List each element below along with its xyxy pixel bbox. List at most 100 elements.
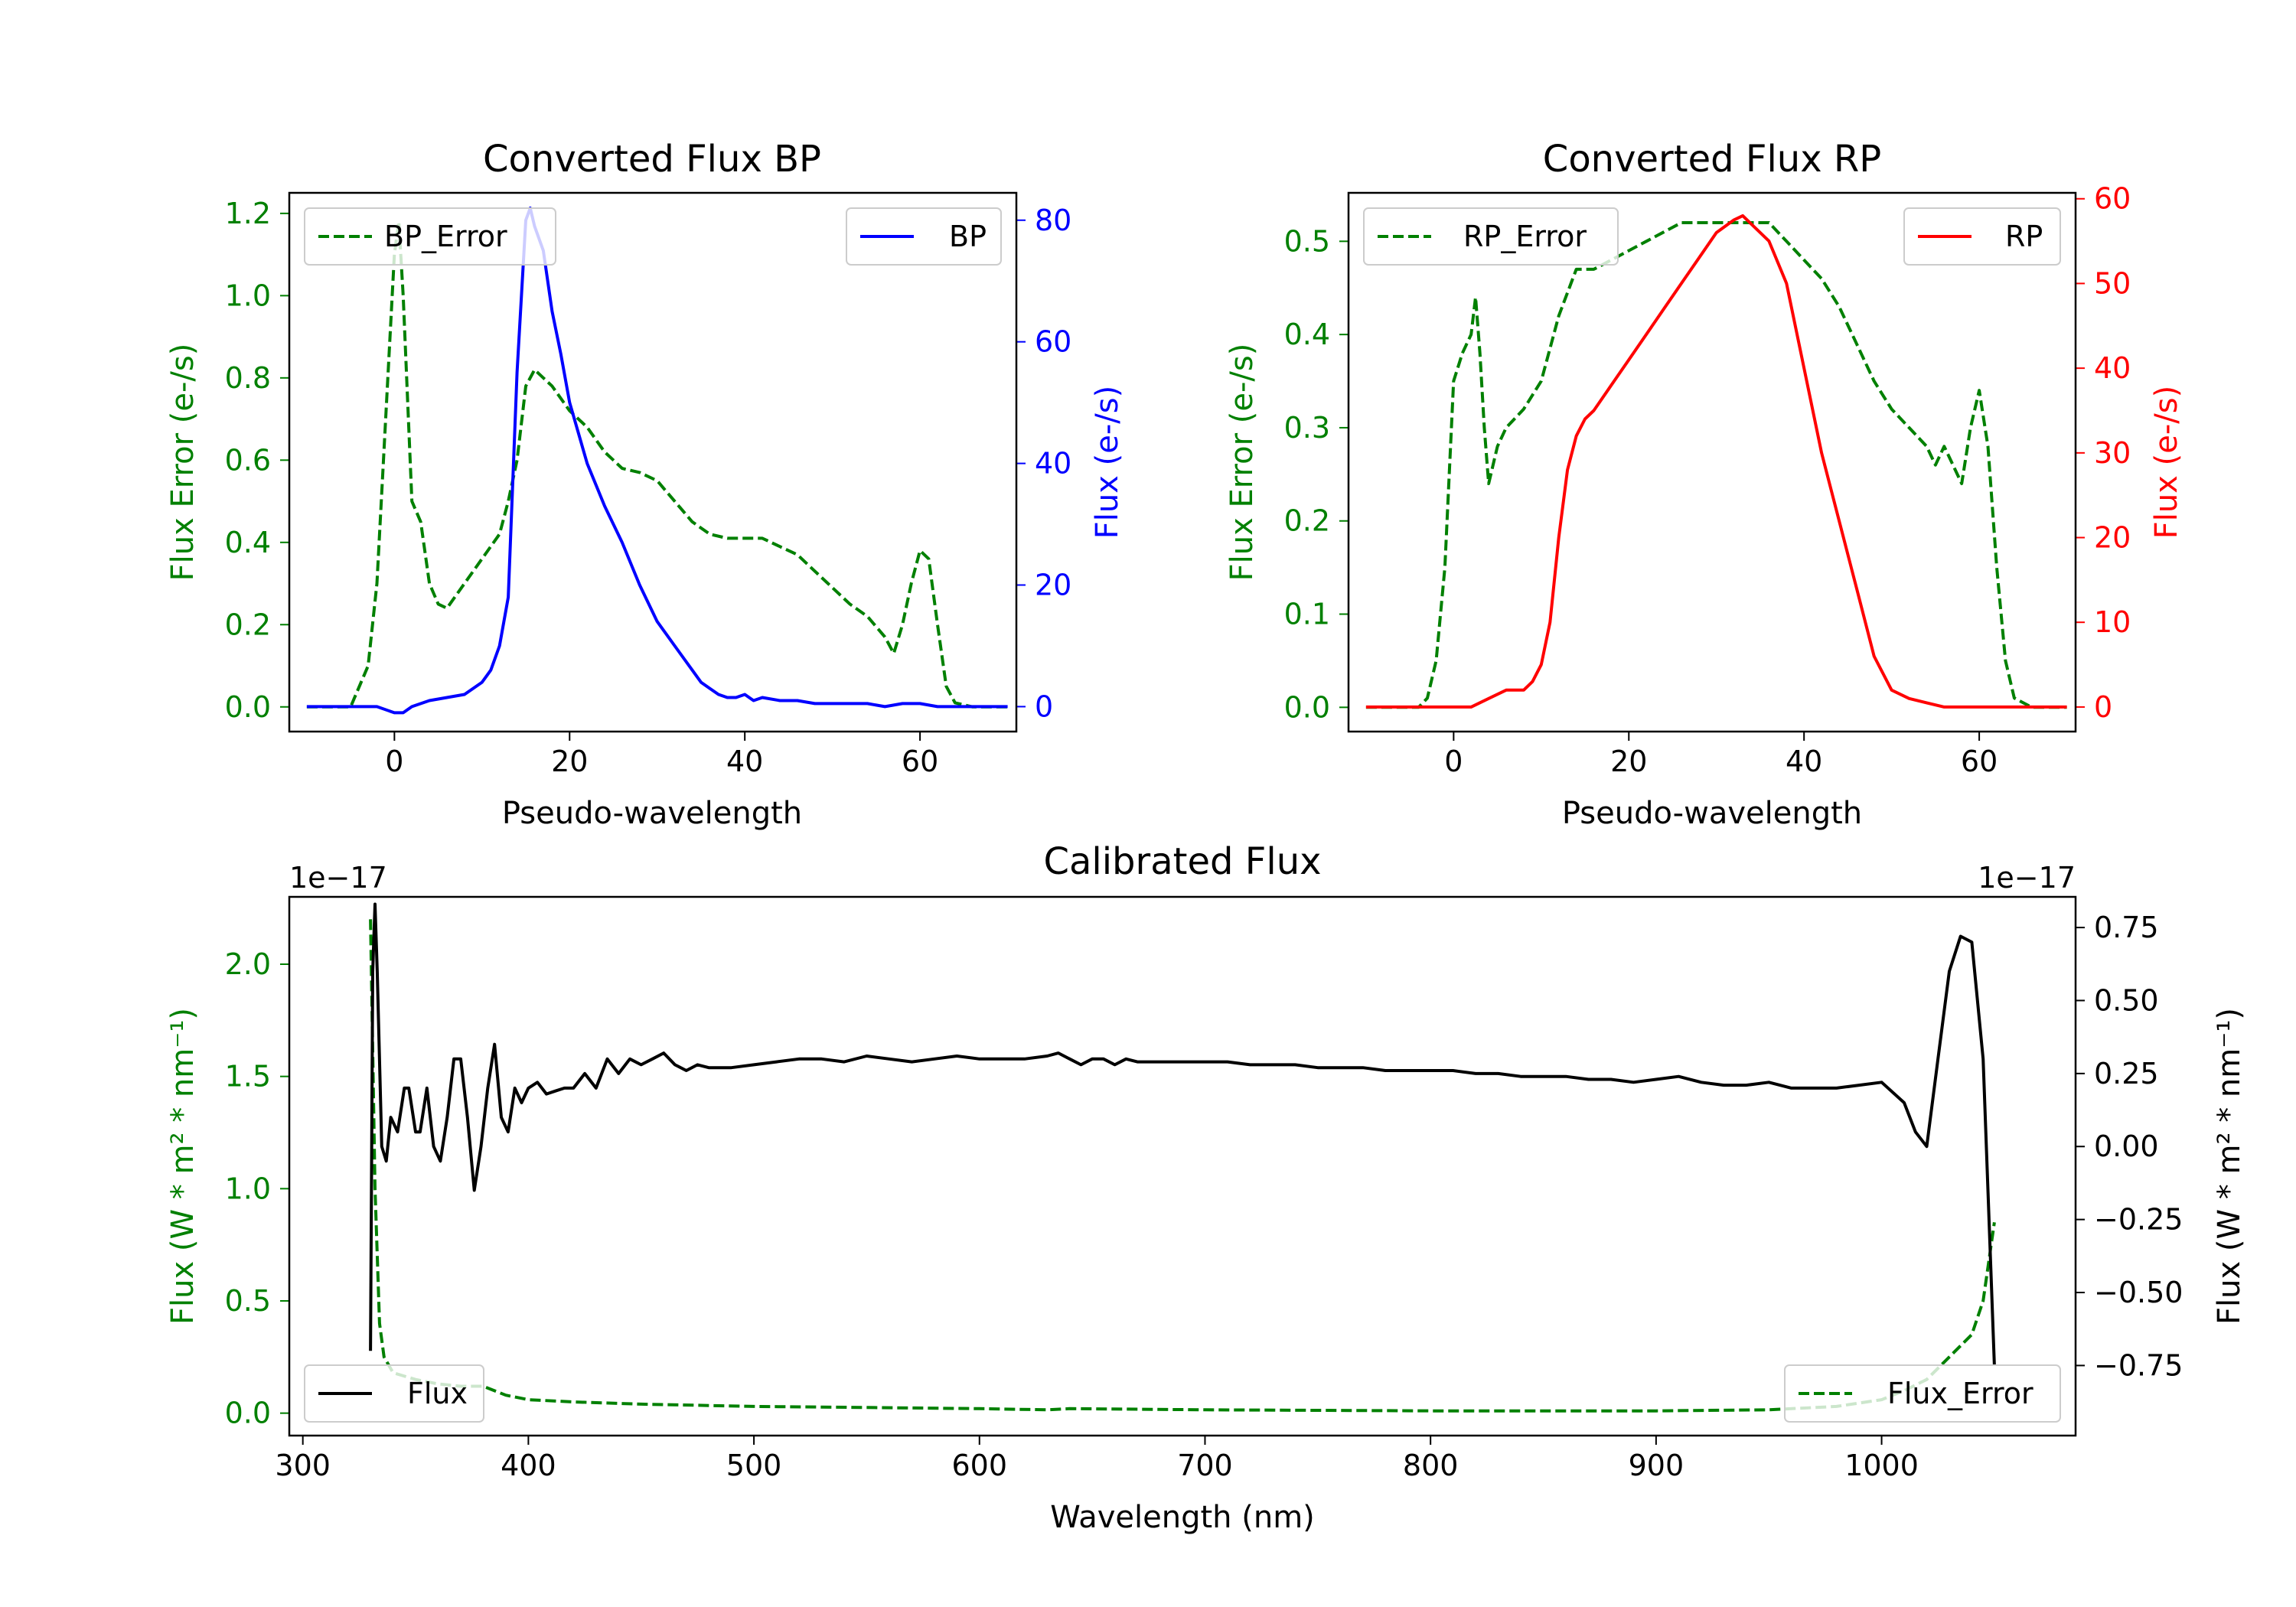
x-tick-label: 0 bbox=[385, 745, 403, 778]
bp-plot-area bbox=[306, 206, 1008, 715]
left-y-tick-label: 1.0 bbox=[225, 279, 271, 312]
rp-error-line bbox=[1365, 221, 2067, 709]
bp-legend-right-box bbox=[846, 207, 1002, 266]
left-y-tick-label: 0.0 bbox=[225, 690, 271, 724]
bp-legend-right: BP bbox=[846, 207, 1002, 266]
right-y-tick-label: 20 bbox=[1035, 569, 1071, 602]
x-tick-label: 40 bbox=[726, 745, 763, 778]
x-tick-label: 60 bbox=[902, 745, 938, 778]
right-y-tick-label: 60 bbox=[2094, 182, 2131, 216]
bp-legend-left-label: BP_Error bbox=[384, 220, 507, 253]
left-y-tick-label: 1.0 bbox=[225, 1172, 271, 1205]
rp-axes-frame bbox=[1347, 191, 2077, 733]
right-y-tick-label: 10 bbox=[2094, 605, 2131, 639]
x-tick-label: 300 bbox=[275, 1449, 331, 1482]
x-tick-label: 60 bbox=[1961, 745, 1998, 778]
bp-axes-frame bbox=[288, 191, 1018, 733]
right-y-tick-label: 80 bbox=[1035, 204, 1071, 237]
right-y-tick-label: −0.75 bbox=[2094, 1348, 2183, 1382]
bp-legend-left: BP_Error bbox=[304, 207, 556, 266]
bp-legend-left-box bbox=[304, 207, 556, 266]
calibrated-right-offset-label: 1e−17 bbox=[1978, 861, 2076, 895]
x-tick-label: 600 bbox=[952, 1449, 1008, 1482]
right-y-tick-label: −0.25 bbox=[2094, 1203, 2183, 1237]
calibrated-legend-left-box bbox=[304, 1364, 484, 1423]
x-tick-label: 40 bbox=[1786, 745, 1822, 778]
rp-panel: Converted Flux RP 0 20 40 60 0.0 0.1 0.2 0.3 0.4… bbox=[1225, 138, 2184, 831]
left-y-tick-label: 0.8 bbox=[225, 361, 271, 395]
x-tick-label: 1000 bbox=[1844, 1449, 1919, 1482]
calibrated-x-axis-label: Wavelength (nm) bbox=[1050, 1500, 1315, 1535]
rp-legend-left-box bbox=[1363, 207, 1619, 266]
calibrated-left-offset-label: 1e−17 bbox=[289, 861, 387, 895]
right-y-tick-label: 0.00 bbox=[2094, 1129, 2159, 1163]
rp-legend-right-label: RP bbox=[2005, 220, 2043, 253]
x-tick-label: 400 bbox=[501, 1449, 556, 1482]
calibrated-legend-right-label: Flux_Error bbox=[1887, 1377, 2033, 1410]
calibrated-legend-left: Flux bbox=[304, 1364, 484, 1423]
x-tick-label: 20 bbox=[1610, 745, 1647, 778]
right-y-tick-label: 0.50 bbox=[2094, 983, 2159, 1017]
right-y-tick-label: 0.75 bbox=[2094, 911, 2159, 944]
rp-title: Converted Flux RP bbox=[1543, 138, 1881, 181]
bp-ticks: 0 20 40 60 0.0 0.2 0.4 0.6 0.8 1.0 1.2 0 20 40 60 80 bbox=[225, 197, 1072, 778]
calibrated-title: Calibrated Flux bbox=[1043, 840, 1321, 883]
left-y-tick-label: 0.3 bbox=[1284, 411, 1330, 445]
bp-left-y-axis-label: Flux Error (e-/s) bbox=[165, 344, 201, 582]
rp-ticks: 0 20 40 60 0.0 0.1 0.2 0.3 0.4 0.5 0 10 20 30 40 50 60 bbox=[1284, 182, 2131, 778]
left-y-tick-label: 0.5 bbox=[1284, 224, 1330, 258]
bp-flux-line bbox=[306, 206, 1008, 715]
bp-right-y-axis-label: Flux (e-/s) bbox=[1090, 386, 1125, 539]
left-y-tick-label: 0.5 bbox=[225, 1284, 271, 1318]
rp-legend-right-box bbox=[1903, 207, 2061, 266]
left-y-tick-label: 0.2 bbox=[1284, 504, 1330, 538]
left-y-tick-label: 0.1 bbox=[1284, 598, 1330, 631]
right-y-tick-label: 30 bbox=[2094, 436, 2131, 470]
rp-legend-right: RP bbox=[1903, 207, 2061, 266]
left-y-tick-label: 0.0 bbox=[225, 1397, 271, 1430]
x-tick-label: 500 bbox=[726, 1449, 782, 1482]
left-y-tick-label: 0.2 bbox=[225, 608, 271, 641]
x-tick-label: 20 bbox=[551, 745, 588, 778]
right-y-tick-label: 20 bbox=[2094, 521, 2131, 555]
rp-flux-line bbox=[1365, 214, 2067, 709]
x-tick-label: 800 bbox=[1403, 1449, 1459, 1482]
left-y-tick-label: 0.0 bbox=[1284, 690, 1330, 724]
calibrated-right-y-axis-label: Flux (W * m² * nm⁻¹) bbox=[2212, 1008, 2247, 1325]
left-y-tick-label: 0.6 bbox=[225, 443, 271, 477]
calibrated-flux-line bbox=[369, 902, 1996, 1366]
rp-right-y-axis-label: Flux (e-/s) bbox=[2149, 386, 2184, 539]
bp-panel: Converted Flux BP 0 20 40 60 0.0 0.2 0.4 0.6 0.8… bbox=[165, 138, 1125, 831]
right-y-tick-label: 0 bbox=[2094, 690, 2112, 724]
calibrated-legend-right-box bbox=[1784, 1364, 2061, 1423]
right-y-tick-label: 50 bbox=[2094, 266, 2131, 300]
right-y-tick-label: 40 bbox=[2094, 351, 2131, 385]
calibrated-panel: Calibrated Flux 1e−17 1e−17 300 400 500 600… bbox=[165, 840, 2247, 1535]
left-y-tick-label: 1.5 bbox=[225, 1060, 271, 1094]
x-tick-label: 900 bbox=[1629, 1449, 1684, 1482]
right-y-tick-label: −0.50 bbox=[2094, 1276, 2183, 1309]
right-y-tick-label: 60 bbox=[1035, 325, 1071, 359]
bp-error-line bbox=[306, 220, 1008, 709]
left-y-tick-label: 0.4 bbox=[225, 526, 271, 559]
rp-x-axis-label: Pseudo-wavelength bbox=[1562, 796, 1862, 831]
bp-title: Converted Flux BP bbox=[483, 138, 821, 181]
right-y-tick-label: 0 bbox=[1035, 689, 1053, 723]
right-y-tick-label: 40 bbox=[1035, 447, 1071, 481]
calibrated-legend-left-label: Flux bbox=[407, 1377, 468, 1410]
calibrated-left-y-axis-label: Flux (W * m² * nm⁻¹) bbox=[165, 1008, 201, 1325]
bp-x-axis-label: Pseudo-wavelength bbox=[502, 796, 802, 831]
calibrated-legend-right: Flux_Error bbox=[1784, 1364, 2061, 1423]
rp-legend-left: RP_Error bbox=[1363, 207, 1619, 266]
rp-plot-area bbox=[1365, 214, 2067, 709]
calibrated-axes-frame bbox=[288, 895, 2077, 1437]
right-y-tick-label: 0.25 bbox=[2094, 1057, 2159, 1090]
left-y-tick-label: 2.0 bbox=[225, 947, 271, 981]
calibrated-ticks: 300 400 500 600 700 800 900 1000 0.0 0.5 1.0 1.5 2.0… bbox=[225, 911, 2183, 1482]
left-y-tick-label: 1.2 bbox=[225, 197, 271, 230]
x-tick-label: 700 bbox=[1177, 1449, 1233, 1482]
rp-legend-left-label: RP_Error bbox=[1463, 220, 1587, 253]
x-tick-label: 0 bbox=[1444, 745, 1463, 778]
bp-legend-right-label: BP bbox=[949, 220, 987, 253]
